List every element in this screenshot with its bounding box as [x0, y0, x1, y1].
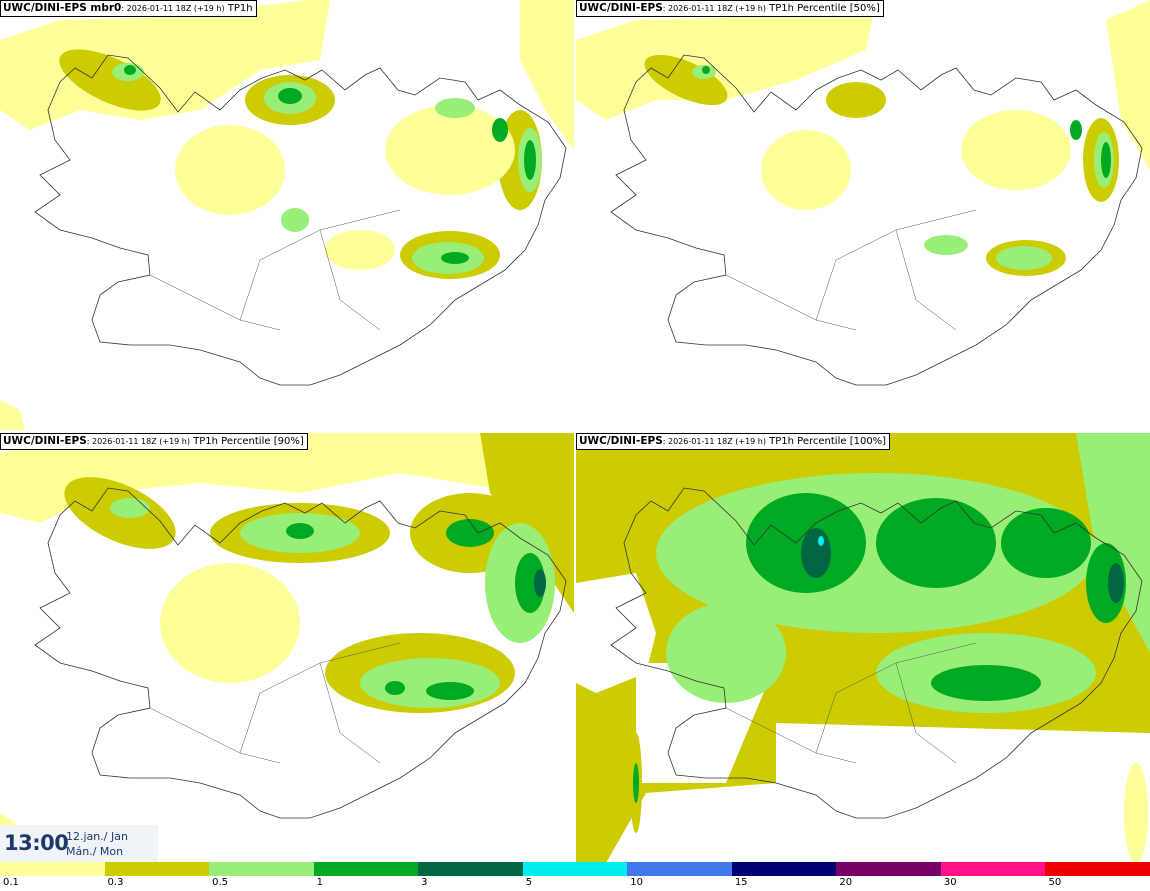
forecast-time-box: 13:00 12.jan./ Jan Mán./ Mon — [0, 825, 158, 862]
model-label: UWC/DINI-EPS — [3, 435, 87, 447]
legend-swatch — [0, 862, 106, 876]
legend-swatch — [731, 862, 838, 876]
legend-tick-label: 50 — [1048, 877, 1062, 888]
legend-swatch — [104, 862, 211, 876]
precip-legend: 0.1 0.3 0.5 1 3 5 10 15 20 30 50 — [0, 862, 1150, 891]
map-panel-p50: UWC/DINI-EPS: 2026-01-11 18Z (+19 h) TP1… — [576, 0, 1150, 430]
map-panel-p100: UWC/DINI-EPS: 2026-01-11 18Z (+19 h) TP1… — [576, 433, 1150, 863]
run-label: : 2026-01-11 18Z (+19 h) — [86, 437, 190, 446]
legend-swatch — [418, 862, 524, 876]
legend-swatch — [940, 862, 1047, 876]
forecast-day: Mán./ Mon — [66, 845, 124, 858]
legend-tick-label: 0.3 — [107, 877, 124, 888]
legend-swatch — [209, 862, 315, 876]
legend-tick-label: 15 — [734, 877, 748, 888]
map-panel-member0: UWC/DINI-EPS mbr0: 2026-01-11 18Z (+19 h… — [0, 0, 574, 430]
model-label: UWC/DINI-EPS — [579, 2, 663, 14]
precip-map — [576, 0, 1150, 386]
panel-title: UWC/DINI-EPS: 2026-01-11 18Z (+19 h) TP1… — [576, 0, 884, 17]
legend-tick-label: 20 — [839, 877, 853, 888]
forecast-date: 12.jan./ Jan — [66, 830, 128, 843]
run-label: : 2026-01-11 18Z (+19 h) — [121, 4, 225, 13]
legend-swatch — [313, 862, 420, 876]
map-panel-p90: UWC/DINI-EPS: 2026-01-11 18Z (+19 h) TP1… — [0, 433, 574, 863]
panel-title: UWC/DINI-EPS: 2026-01-11 18Z (+19 h) TP1… — [576, 433, 891, 450]
legend-tick-label: 30 — [943, 877, 957, 888]
run-label: : 2026-01-11 18Z (+19 h) — [662, 437, 766, 446]
run-label: : 2026-01-11 18Z (+19 h) — [662, 4, 766, 13]
panel-title: UWC/DINI-EPS mbr0: 2026-01-11 18Z (+19 h… — [0, 0, 257, 17]
model-label: UWC/DINI-EPS mbr0 — [3, 2, 122, 14]
legend-swatch — [627, 862, 733, 876]
field-label: TP1h Percentile [90%] — [189, 436, 304, 447]
field-label: TP1h — [224, 3, 253, 14]
forecast-time: 13:00 — [4, 831, 69, 855]
model-label: UWC/DINI-EPS — [579, 435, 663, 447]
legend-tick-label: 0.1 — [3, 877, 19, 888]
legend-tick-label: 10 — [630, 877, 643, 888]
field-label: TP1h Percentile [100%] — [765, 436, 887, 447]
field-label: TP1h Percentile [50%] — [765, 3, 880, 14]
legend-tick-label: 5 — [525, 877, 533, 888]
legend-tick-label: 0.5 — [212, 877, 228, 888]
legend-tick-label: 3 — [421, 877, 428, 888]
legend-swatch — [522, 862, 629, 876]
legend-swatch — [1045, 862, 1150, 876]
legend-tick-label: 1 — [316, 877, 323, 888]
precip-map — [576, 433, 1150, 863]
precip-map — [0, 433, 574, 863]
legend-swatch — [836, 862, 942, 876]
panel-title: UWC/DINI-EPS: 2026-01-11 18Z (+19 h) TP1… — [0, 433, 308, 450]
precip-map — [0, 0, 574, 430]
